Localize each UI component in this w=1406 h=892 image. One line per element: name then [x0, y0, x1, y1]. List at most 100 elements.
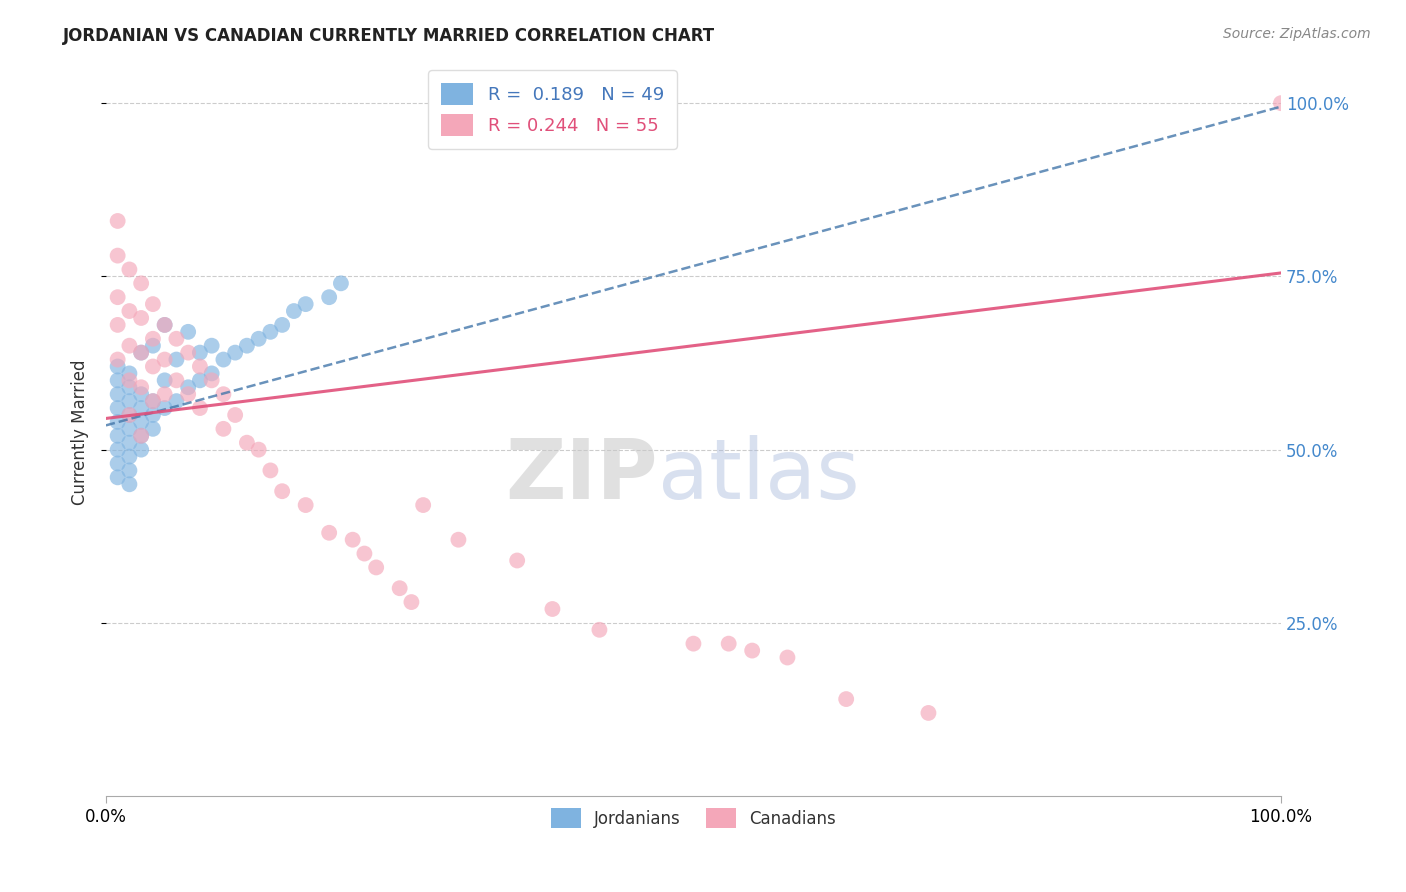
Y-axis label: Currently Married: Currently Married — [72, 359, 89, 505]
Point — [142, 339, 165, 353]
Point — [776, 650, 799, 665]
Point — [118, 422, 141, 436]
Point — [541, 602, 564, 616]
Point — [165, 332, 187, 346]
Point — [165, 373, 187, 387]
Point — [153, 318, 176, 332]
Point — [129, 429, 152, 443]
Point — [447, 533, 470, 547]
Point — [118, 394, 141, 409]
Point — [201, 339, 224, 353]
Point — [118, 380, 141, 394]
Point — [917, 706, 939, 720]
Point — [212, 422, 235, 436]
Point — [129, 387, 152, 401]
Point — [294, 498, 316, 512]
Point — [129, 345, 152, 359]
Point — [588, 623, 610, 637]
Point — [177, 325, 200, 339]
Text: ZIP: ZIP — [506, 435, 658, 516]
Point — [107, 290, 129, 304]
Point — [129, 415, 152, 429]
Point — [107, 373, 129, 387]
Point — [294, 297, 316, 311]
Point — [118, 339, 141, 353]
Point — [318, 525, 340, 540]
Point — [153, 401, 176, 415]
Point — [283, 304, 305, 318]
Point — [188, 373, 211, 387]
Point — [835, 692, 858, 706]
Point — [401, 595, 423, 609]
Point — [129, 277, 152, 291]
Point — [224, 345, 246, 359]
Point — [107, 318, 129, 332]
Point — [153, 387, 176, 401]
Point — [129, 345, 152, 359]
Point — [107, 249, 129, 263]
Point — [177, 387, 200, 401]
Point — [224, 408, 246, 422]
Point — [142, 332, 165, 346]
Point — [247, 332, 270, 346]
Legend: Jordanians, Canadians: Jordanians, Canadians — [544, 801, 842, 835]
Point — [165, 352, 187, 367]
Point — [741, 643, 763, 657]
Point — [107, 359, 129, 374]
Point — [153, 352, 176, 367]
Point — [129, 429, 152, 443]
Point — [388, 581, 411, 595]
Point — [177, 345, 200, 359]
Point — [506, 553, 529, 567]
Point — [118, 373, 141, 387]
Point — [107, 457, 129, 471]
Point — [271, 484, 294, 499]
Point — [142, 359, 165, 374]
Point — [107, 415, 129, 429]
Point — [142, 394, 165, 409]
Point — [107, 429, 129, 443]
Point — [107, 352, 129, 367]
Point — [107, 470, 129, 484]
Point — [165, 394, 187, 409]
Point — [188, 401, 211, 415]
Point — [259, 325, 281, 339]
Point — [236, 435, 259, 450]
Point — [201, 367, 224, 381]
Point — [107, 214, 129, 228]
Point — [412, 498, 434, 512]
Point — [142, 422, 165, 436]
Point — [142, 297, 165, 311]
Point — [259, 463, 281, 477]
Point — [271, 318, 294, 332]
Point — [353, 547, 375, 561]
Point — [201, 373, 224, 387]
Point — [153, 318, 176, 332]
Point — [118, 450, 141, 464]
Point — [118, 304, 141, 318]
Point — [177, 380, 200, 394]
Text: Source: ZipAtlas.com: Source: ZipAtlas.com — [1223, 27, 1371, 41]
Point — [118, 408, 141, 422]
Point — [329, 277, 352, 291]
Point — [129, 380, 152, 394]
Text: atlas: atlas — [658, 435, 860, 516]
Point — [212, 387, 235, 401]
Point — [318, 290, 340, 304]
Point — [129, 401, 152, 415]
Point — [142, 394, 165, 409]
Point — [1270, 96, 1292, 111]
Point — [129, 310, 152, 325]
Point — [129, 442, 152, 457]
Point — [717, 637, 740, 651]
Point — [366, 560, 388, 574]
Point — [118, 463, 141, 477]
Point — [118, 477, 141, 491]
Point — [247, 442, 270, 457]
Point — [118, 262, 141, 277]
Point — [107, 442, 129, 457]
Point — [142, 408, 165, 422]
Point — [236, 339, 259, 353]
Point — [342, 533, 364, 547]
Point — [188, 345, 211, 359]
